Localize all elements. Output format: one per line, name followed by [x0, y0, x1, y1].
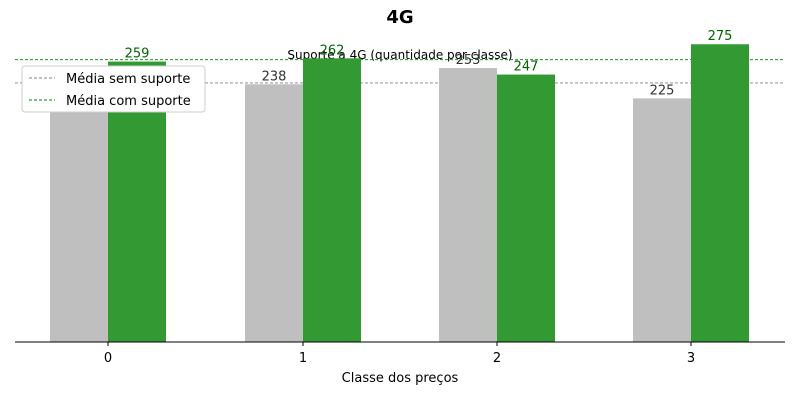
- data-label-with-support-class-2: 247: [514, 60, 539, 75]
- chart-title: 4G: [386, 7, 413, 28]
- x-tick-label-0: 0: [104, 351, 112, 366]
- x-axis-label: Classe dos preços: [342, 371, 459, 386]
- bars-group: [50, 44, 749, 343]
- bar-without-support-class-1: [245, 84, 303, 342]
- data-labels-group: 241259238262253247225275: [67, 29, 733, 98]
- bar-without-support-class-2: [439, 68, 497, 342]
- legend-label-with-support: Média com suporte: [66, 94, 191, 109]
- data-label-with-support-class-0: 259: [125, 47, 150, 62]
- bar-without-support-class-3: [633, 98, 691, 343]
- bar-with-support-class-3: [691, 44, 749, 342]
- legend-frame: [21, 65, 206, 113]
- data-label-with-support-class-3: 275: [708, 29, 733, 44]
- legend: Média sem suporte Média com suporte: [21, 65, 206, 113]
- data-label-without-support-class-1: 238: [262, 69, 287, 84]
- data-label-without-support-class-2: 253: [456, 53, 481, 68]
- x-tick-label-1: 1: [299, 351, 307, 366]
- x-tick-label-2: 2: [493, 351, 501, 366]
- bar-with-support-class-1: [303, 58, 361, 343]
- x-tick-label-3: 3: [687, 351, 695, 366]
- data-label-without-support-class-3: 225: [650, 83, 675, 98]
- x-ticks-group: 0 1 2 3: [104, 342, 695, 366]
- reference-lines: [15, 59, 785, 84]
- bar-with-support-class-2: [497, 74, 555, 342]
- legend-label-without-support: Média sem suporte: [66, 72, 190, 87]
- data-label-with-support-class-1: 262: [320, 43, 345, 58]
- bar-without-support-class-0: [50, 81, 108, 342]
